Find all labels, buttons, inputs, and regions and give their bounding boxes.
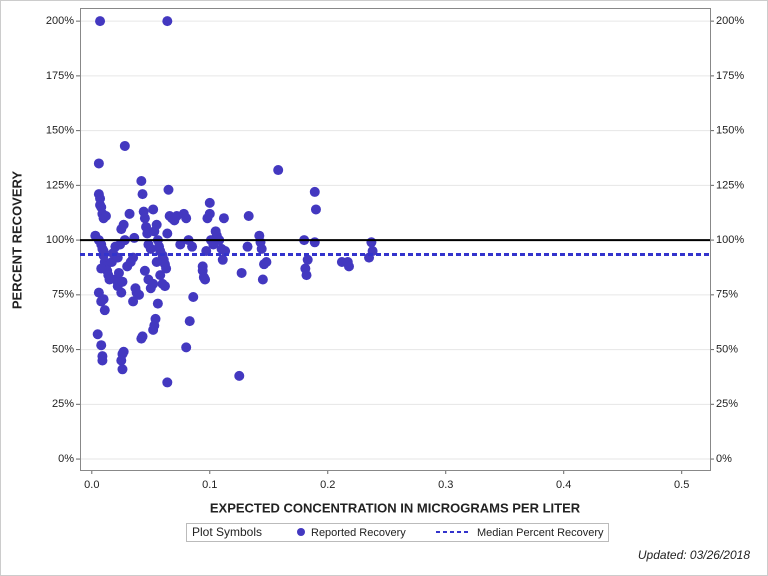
data-point: [98, 294, 109, 305]
y-axis-title: PERCENT RECOVERY: [9, 171, 24, 310]
y2-tick-label: 125%: [716, 179, 744, 191]
x-tick-label: 0.1: [202, 479, 217, 491]
y2-tick-label: 175%: [716, 70, 744, 82]
data-point: [218, 213, 229, 224]
data-point: [118, 219, 129, 230]
y2-tick-label: 100%: [716, 234, 744, 246]
data-point: [133, 289, 144, 300]
data-point: [145, 243, 156, 254]
data-point: [151, 219, 162, 230]
legend-box: [186, 523, 609, 542]
data-point: [139, 265, 150, 276]
data-point: [257, 274, 268, 285]
data-point: [234, 370, 245, 381]
data-point: [99, 305, 110, 316]
data-point: [181, 342, 192, 353]
y-tick-label: 0%: [58, 453, 74, 465]
data-point: [184, 316, 195, 327]
data-point: [159, 281, 170, 292]
data-point: [261, 256, 272, 267]
data-point: [175, 239, 186, 250]
data-point: [93, 158, 104, 169]
data-point: [162, 228, 173, 239]
data-point: [163, 184, 174, 195]
data-point: [366, 237, 377, 248]
data-point: [152, 298, 163, 309]
data-point: [301, 270, 312, 281]
data-point: [95, 16, 106, 27]
y-tick-label: 50%: [52, 343, 74, 355]
footer: Updated: 03/26/2018: [638, 548, 750, 562]
data-point: [96, 340, 107, 351]
x-axis-title: EXPECTED CONCENTRATION IN MICROGRAMS PER…: [210, 500, 581, 515]
data-point: [117, 364, 128, 375]
data-point: [256, 243, 267, 254]
y2-tick-label: 75%: [716, 289, 738, 301]
data-point: [155, 270, 166, 281]
data-point: [97, 355, 108, 366]
data-point: [273, 165, 284, 176]
y2-tick-label: 0%: [716, 453, 732, 465]
data-point: [161, 263, 172, 274]
data-point: [310, 204, 321, 215]
data-point: [113, 267, 124, 278]
data-point: [242, 241, 253, 252]
data-point: [124, 208, 135, 219]
data-point: [309, 237, 320, 248]
data-point: [151, 256, 162, 267]
legend-title: Plot Symbols: [192, 525, 262, 539]
data-point: [118, 346, 129, 357]
data-point: [188, 292, 199, 303]
data-point: [148, 204, 159, 215]
data-point: [119, 140, 130, 151]
data-point: [129, 232, 140, 243]
x-tick-label: 0.5: [674, 479, 689, 491]
y-tick-label: 100%: [46, 234, 74, 246]
data-point: [148, 278, 159, 289]
data-point: [217, 254, 228, 265]
x-tick-label: 0.4: [556, 479, 571, 491]
data-point: [187, 241, 198, 252]
data-point: [100, 211, 111, 222]
legend-marker: [297, 528, 305, 536]
data-point: [139, 213, 150, 224]
data-point: [96, 263, 107, 274]
data-point: [136, 175, 147, 186]
data-point: [236, 267, 247, 278]
y-tick-label: 75%: [52, 289, 74, 301]
y-tick-label: 200%: [46, 15, 74, 27]
data-point: [117, 276, 128, 287]
x-tick-label: 0.0: [84, 479, 99, 491]
x-tick-label: 0.3: [438, 479, 453, 491]
y-tick-label: 175%: [46, 70, 74, 82]
y-tick-label: 125%: [46, 179, 74, 191]
data-point: [137, 331, 148, 342]
y2-tick-label: 150%: [716, 125, 744, 137]
data-point: [137, 189, 148, 200]
data-point: [204, 197, 215, 208]
data-point: [243, 211, 254, 222]
y2-tick-label: 200%: [716, 15, 744, 27]
data-point: [200, 274, 211, 285]
y2-tick-label: 50%: [716, 343, 738, 355]
y-tick-label: 25%: [52, 398, 74, 410]
data-point: [92, 329, 103, 340]
data-point: [162, 377, 173, 388]
data-point: [150, 313, 161, 324]
data-point: [162, 16, 173, 27]
data-point: [116, 355, 127, 366]
data-point: [204, 208, 215, 219]
legend-label: Median Percent Recovery: [477, 527, 604, 539]
data-point: [309, 186, 320, 197]
legend-label: Reported Recovery: [311, 527, 406, 539]
data-point: [181, 213, 192, 224]
data-point: [128, 296, 139, 307]
data-point: [302, 254, 313, 265]
data-point: [343, 261, 354, 272]
x-tick-label: 0.2: [320, 479, 335, 491]
y2-tick-label: 25%: [716, 398, 738, 410]
y-tick-label: 150%: [46, 125, 74, 137]
